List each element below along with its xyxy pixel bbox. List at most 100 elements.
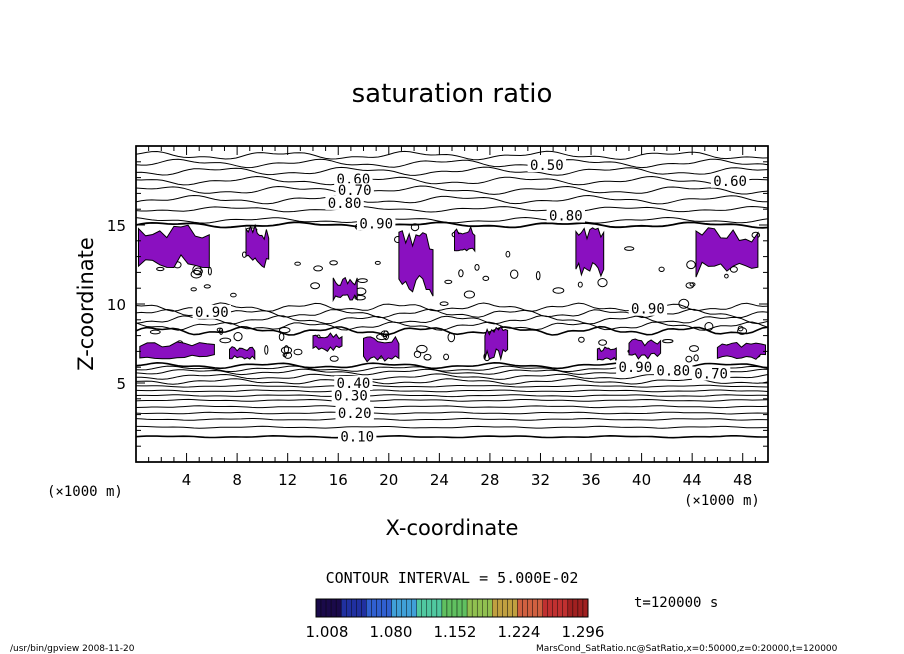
contour-cell [658, 266, 665, 272]
supersaturation-region [695, 227, 759, 278]
contour-label: 0.80 [328, 196, 362, 212]
contour-cell [329, 355, 339, 362]
colorbar-tick-label: 1.224 [498, 623, 541, 641]
contour-cell [463, 290, 475, 299]
contour-label: 0.20 [338, 406, 372, 422]
colorbar-cell [335, 598, 342, 618]
colorbar-cell [361, 598, 367, 618]
contour-cell [474, 264, 480, 271]
colorbar-cell [572, 598, 579, 618]
colorbar-cell [451, 598, 458, 618]
footer-left: /usr/bin/gpview 2008-11-20 [10, 644, 135, 654]
colorbar-cell [492, 598, 498, 618]
contour-cell [662, 339, 674, 344]
colorbar-cell [522, 598, 528, 618]
contour-cell [624, 246, 635, 251]
supersaturation-region [245, 223, 270, 269]
time-label: t=120000 s [634, 595, 718, 611]
contour-cell [278, 327, 291, 334]
contour-label: 0.30 [334, 389, 368, 405]
contour-cell [704, 322, 714, 331]
supersaturation-region [454, 225, 476, 253]
contour-label-bg [338, 429, 377, 444]
contour-line [135, 405, 769, 409]
colorbar-cell [537, 598, 543, 618]
contour-line [135, 216, 769, 224]
contour-label-bg [691, 366, 731, 381]
supersaturation-region [575, 227, 605, 278]
supersaturation-region [363, 335, 400, 363]
y-tick-label: 15 [107, 217, 126, 235]
contour-line [135, 221, 769, 229]
x-tick-label: 32 [531, 471, 550, 489]
contour-labels: 0.500.60 0.600.700.800.800.900.90 0.900.90… [192, 158, 750, 446]
colorbar-cell [461, 598, 468, 618]
x-tick-label: 44 [683, 471, 702, 489]
contour-label: 0.60 [713, 174, 747, 190]
contour-label-bg [628, 301, 668, 316]
contour-cell [510, 269, 519, 279]
colorbar-cell [577, 598, 584, 618]
contour-label: 0.80 [656, 363, 690, 379]
colorbar-cell [366, 598, 372, 618]
contour-line [135, 166, 769, 176]
contour-label-bg [325, 195, 364, 210]
supersaturation-region [398, 230, 434, 297]
contour-label-bg [654, 363, 693, 378]
colorbar-cell [320, 598, 327, 618]
contour-cell [313, 265, 324, 272]
contour-cell [293, 348, 303, 356]
y-tick-label: 10 [107, 296, 126, 314]
contour-cell [156, 266, 165, 272]
chart-title: saturation ratio [352, 79, 553, 109]
contour-label: 0.70 [694, 367, 728, 383]
contour-cell [416, 344, 428, 354]
supersaturation-region [628, 338, 662, 360]
colorbar-cell [351, 598, 357, 618]
contour-cell [685, 355, 693, 363]
colorbar-cell [507, 598, 513, 618]
z-unit-label: (×1000 m) [47, 484, 123, 500]
contour-cell [598, 339, 607, 346]
colorbar-cell [315, 598, 322, 618]
colorbar-cell [330, 598, 337, 618]
supersaturation-regions [138, 223, 766, 363]
contour-cell [278, 332, 285, 341]
contour-label: 0.90 [631, 302, 665, 318]
colorbar-cell [482, 598, 488, 618]
contour-cell [689, 282, 696, 287]
colorbar-cell [406, 598, 412, 618]
contour-line [135, 325, 769, 336]
colorbar-cell [340, 598, 347, 618]
contour-label: 0.90 [195, 305, 229, 321]
colorbar-cell [466, 598, 473, 618]
contour-label-bg [335, 406, 374, 420]
contour-line [135, 175, 769, 186]
colorbar-tick-label: 1.296 [562, 623, 605, 641]
contour-cell [354, 295, 366, 301]
x-unit-label: (×1000 m) [684, 493, 760, 509]
contour-cell [207, 266, 212, 276]
colorbar-tick-label: 1.008 [306, 623, 349, 641]
colorbar-cell [512, 598, 518, 618]
y-tick-label: 5 [116, 375, 126, 393]
supersaturation-region [484, 325, 509, 361]
contour-label-bg [334, 376, 373, 390]
contour-cell [203, 284, 211, 289]
contour-cell [458, 269, 464, 278]
x-tick-label: 8 [232, 471, 242, 489]
contour-cell [380, 330, 389, 338]
supersaturation-region [139, 341, 215, 360]
colorbar-cell [371, 598, 377, 618]
contour-cell [737, 327, 748, 335]
colorbar-cell [346, 598, 352, 618]
contour-cell [329, 260, 338, 266]
contour-interval-text: CONTOUR INTERVAL = 5.000E-02 [326, 569, 579, 587]
contour-cell [678, 298, 690, 309]
contour-line [135, 378, 769, 385]
contour-line [135, 389, 769, 393]
colorbar-cell [401, 598, 407, 618]
x-tick-label: 36 [581, 471, 600, 489]
colorbar-cell [547, 598, 553, 618]
